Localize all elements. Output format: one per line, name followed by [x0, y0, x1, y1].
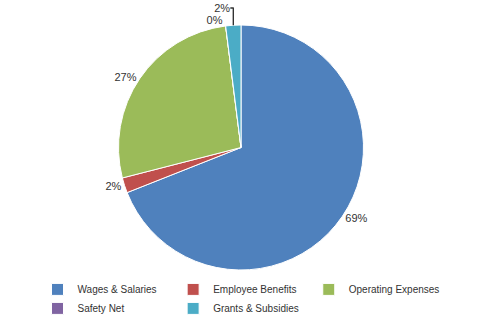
svg-text:0%: 0%	[207, 14, 223, 26]
svg-text:69%: 69%	[345, 212, 367, 224]
svg-text:Safety Net: Safety Net	[78, 303, 125, 314]
svg-text:2%: 2%	[105, 180, 121, 192]
svg-text:Employee Benefits: Employee Benefits	[213, 284, 296, 295]
svg-text:2%: 2%	[214, 2, 230, 14]
svg-text:Grants & Subsidies: Grants & Subsidies	[213, 303, 299, 314]
svg-text:Wages & Salaries: Wages & Salaries	[78, 284, 157, 295]
svg-text:Operating Expenses: Operating Expenses	[349, 284, 440, 295]
svg-text:27%: 27%	[114, 71, 136, 83]
